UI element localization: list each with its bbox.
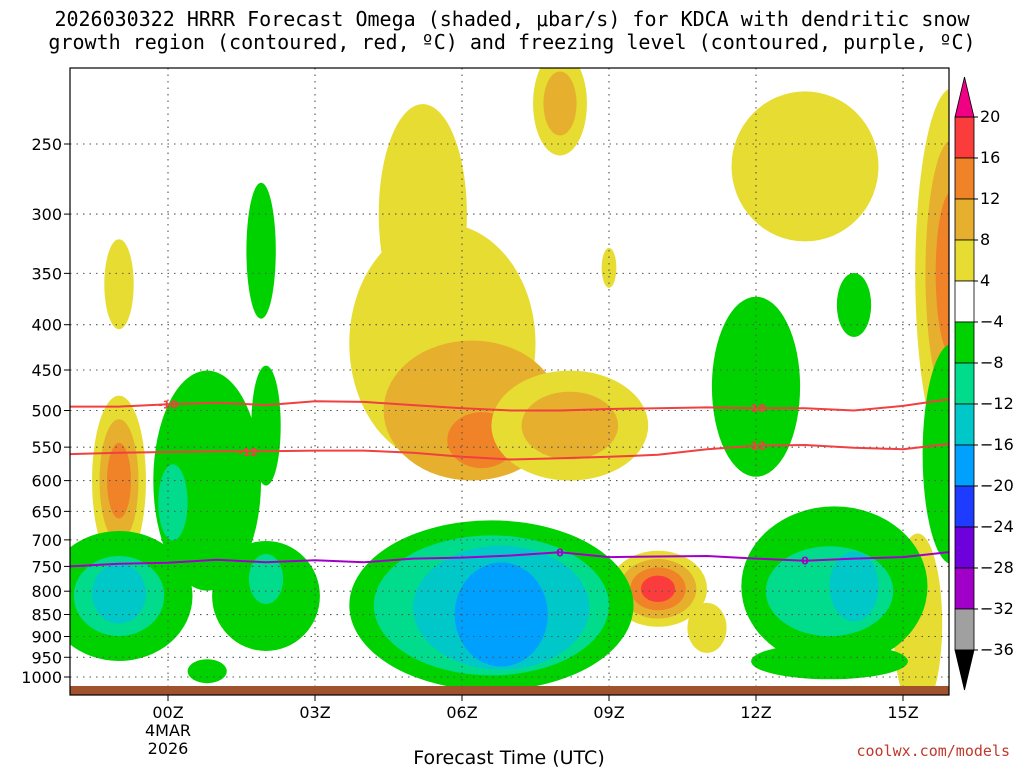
omega-cell-15-level-0 (92, 563, 146, 624)
omega-shading (70, 68, 949, 686)
omega-cell-26-level-0 (454, 562, 548, 667)
y-tick-label-450: 450 (31, 361, 62, 380)
x-axis-label: Forecast Time (UTC) (413, 747, 604, 768)
colorbar-tick-label-4: 4 (980, 271, 990, 290)
y-tick-label-650: 650 (31, 502, 62, 521)
x-tick-label-00Z: 00Z (152, 703, 183, 722)
contour-line-2 (70, 551, 949, 568)
chart-title-line2: growth region (contoured, red, ºC) and f… (48, 30, 976, 54)
omega-cell-11-level-0 (731, 91, 879, 242)
colorbar-bin-11 (954, 157, 975, 200)
contour-label-1-0: -12 (238, 446, 258, 459)
omega-cell-22-level-0 (187, 659, 227, 684)
colorbar-bin-3 (954, 485, 975, 528)
contour-label-1-1: -12 (746, 440, 766, 453)
colorbar-tick-label-6: −8 (980, 353, 1004, 372)
colorbar-tick-label-7: −12 (980, 394, 1014, 413)
y-tick-label-350: 350 (31, 264, 62, 283)
plot-frame (69, 67, 950, 696)
colorbar-bin-9 (954, 239, 975, 282)
omega-cell-19-level-0 (246, 182, 276, 319)
contour-line-0 (70, 398, 949, 412)
colorbar-tick-label-13: −36 (980, 640, 1014, 659)
colorbar-tick-label-9: −20 (980, 476, 1014, 495)
omega-cell-7-level-1 (543, 71, 577, 136)
x-tick-year-label: 2026 (148, 739, 189, 758)
y-tick-label-550: 550 (31, 438, 62, 457)
colorbar-bin-7 (954, 321, 975, 364)
colorbar-tick-label-12: −32 (980, 599, 1014, 618)
colorbar-tick-label-2: 12 (980, 189, 1000, 208)
y-tick-label-400: 400 (31, 316, 62, 335)
contour-labels: -18 -18 -12 -12 0 0 (158, 398, 809, 568)
x-tick-label-12Z: 12Z (740, 703, 771, 722)
y-tick-label-600: 600 (31, 472, 62, 491)
chart-title: 2026030322 HRRR Forecast Omega (shaded, … (0, 8, 1024, 54)
omega-cell-21-level-0 (158, 464, 188, 541)
omega-cell-1-level-0 (104, 239, 134, 330)
colorbar-top-triangle (954, 76, 975, 118)
x-tick-label-03Z: 03Z (299, 703, 330, 722)
omega-cell-28-level-0 (836, 272, 872, 337)
colorbar-tick-label-10: −24 (980, 517, 1014, 536)
y-tick-label-700: 700 (31, 531, 62, 550)
y-axis-pressure: 250 300 350 400 450 500 550 600 650 700 750 800 850 9… (21, 135, 70, 687)
colorbar-tick-label-0: 20 (980, 107, 1000, 126)
y-tick-label-250: 250 (31, 135, 62, 154)
colorbar-bin-12 (954, 116, 975, 159)
colorbar-tick-label-3: 8 (980, 230, 990, 249)
omega-cell-18-level-0 (248, 553, 284, 604)
x-tick-label-09Z: 09Z (593, 703, 624, 722)
omega-cell-10-level-0 (687, 602, 727, 653)
y-tick-label-500: 500 (31, 402, 62, 421)
contour-label-2-0: 0 (556, 546, 564, 559)
colorbar: 20 16 12 8 4 −4 −8 −12 −16 −20 −24 −28 −32 −36 (954, 76, 1014, 691)
x-tick-label-15Z: 15Z (887, 703, 918, 722)
colorbar-bin-6 (954, 362, 975, 405)
colorbar-bottom-triangle (954, 649, 975, 691)
colorbar-bin-4 (954, 444, 975, 487)
y-tick-label-950: 950 (31, 648, 62, 667)
x-tick-date-label: 4MAR (145, 721, 191, 740)
colorbar-bin-10 (954, 198, 975, 241)
colorbar-tick-label-5: −4 (980, 312, 1004, 331)
y-tick-label-800: 800 (31, 582, 62, 601)
x-tick-label-06Z: 06Z (446, 703, 477, 722)
contour-label-0-1: -18 (746, 402, 766, 415)
colorbar-tick-label-11: −28 (980, 558, 1014, 577)
contour-label-2-1: 0 (801, 555, 809, 568)
colorbar-bin-0 (954, 608, 975, 651)
y-tick-label-750: 750 (31, 557, 62, 576)
y-tick-label-850: 850 (31, 606, 62, 625)
contour-line-1 (70, 442, 949, 461)
temperature-contours (70, 398, 949, 568)
y-tick-label-900: 900 (31, 627, 62, 646)
colorbar-bin-2 (954, 526, 975, 569)
omega-cell-32-level-0 (751, 643, 908, 680)
omega-cell-31-level-0 (829, 551, 879, 622)
omega-cell-6-level-1 (521, 391, 619, 460)
omega-cell-3-level-0 (378, 104, 467, 325)
y-tick-label-1000: 1000 (21, 668, 62, 687)
contour-label-0-0: -18 (158, 398, 178, 411)
y-tick-label-300: 300 (31, 205, 62, 224)
omega-cell-20-level-0 (251, 365, 281, 486)
colorbar-tick-label-1: 16 (980, 148, 1000, 167)
grid-lines (70, 68, 949, 686)
omega-cell-9-level-3 (640, 575, 676, 603)
omega-cell-8-level-0 (601, 247, 617, 288)
colorbar-tick-label-8: −16 (980, 435, 1014, 454)
colorbar-bin-1 (954, 567, 975, 610)
colorbar-bin-8 (954, 280, 975, 323)
chart-title-line1: 2026030322 HRRR Forecast Omega (shaded, … (54, 7, 970, 31)
ground-strip (70, 686, 949, 695)
colorbar-bin-5 (954, 403, 975, 446)
omega-cell-0-level-2 (107, 442, 131, 519)
credit-text: coolwx.com/models (856, 742, 1010, 760)
